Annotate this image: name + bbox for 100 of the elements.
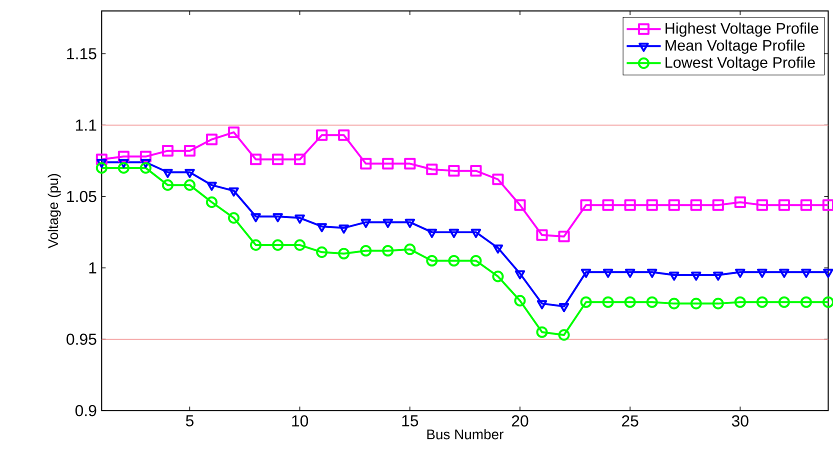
point xyxy=(206,196,218,208)
point xyxy=(470,164,482,176)
y-tick-label: 1 xyxy=(89,262,96,274)
y-tick-label: 1.1 xyxy=(76,119,96,130)
point xyxy=(668,298,680,310)
point xyxy=(734,296,746,308)
point xyxy=(294,214,305,224)
point xyxy=(624,199,636,211)
point xyxy=(118,158,129,168)
x-tick-label: 5 xyxy=(186,415,194,426)
point xyxy=(96,158,107,168)
x-tick-label: 20 xyxy=(512,415,528,426)
point xyxy=(580,296,592,308)
point xyxy=(140,158,151,168)
point xyxy=(404,218,416,228)
point xyxy=(250,212,261,222)
point xyxy=(228,212,240,224)
y-axis-title: Voltage (pu) xyxy=(48,174,61,248)
point xyxy=(646,199,658,211)
point xyxy=(602,296,614,308)
point xyxy=(162,144,174,156)
point xyxy=(360,158,372,170)
point xyxy=(338,129,350,141)
point xyxy=(536,300,548,310)
point xyxy=(426,254,438,266)
point xyxy=(757,268,768,278)
legend-label: Lowest Voltage Profile xyxy=(666,56,815,71)
point xyxy=(823,268,833,278)
point xyxy=(360,218,372,228)
y-tick-label: 1.05 xyxy=(67,190,96,202)
point xyxy=(404,158,416,170)
x-tick-label: 30 xyxy=(732,415,748,426)
point xyxy=(734,196,746,208)
point xyxy=(294,153,306,165)
point xyxy=(822,296,833,308)
point xyxy=(338,224,349,234)
point xyxy=(779,268,790,278)
y-tick-label: 0.95 xyxy=(66,333,96,345)
point xyxy=(778,199,790,211)
point xyxy=(206,181,217,191)
point xyxy=(184,168,195,178)
point xyxy=(426,228,438,238)
point xyxy=(140,162,152,174)
point xyxy=(404,243,416,255)
point xyxy=(580,199,592,211)
point xyxy=(690,298,702,310)
point xyxy=(800,296,812,308)
point xyxy=(492,244,504,254)
point xyxy=(602,199,614,211)
point xyxy=(272,212,283,222)
point xyxy=(272,153,284,165)
point xyxy=(360,244,372,256)
point xyxy=(756,199,768,211)
point xyxy=(184,144,196,156)
y-tick-label: 0.9 xyxy=(75,404,96,416)
point xyxy=(646,296,658,308)
point xyxy=(448,228,460,238)
point xyxy=(426,163,438,175)
y-tick-label: 1.15 xyxy=(67,48,96,60)
point xyxy=(162,179,174,191)
point xyxy=(96,153,108,165)
point xyxy=(448,164,460,176)
point xyxy=(558,328,570,341)
point xyxy=(140,150,152,162)
legend-label: Highest Voltage Profile xyxy=(666,22,818,37)
point xyxy=(668,199,680,211)
point xyxy=(316,246,328,258)
point xyxy=(96,162,108,174)
point xyxy=(492,270,504,282)
point xyxy=(646,268,658,278)
x-tick-label: 25 xyxy=(622,415,638,426)
point xyxy=(470,228,482,238)
point xyxy=(536,229,548,241)
point xyxy=(800,199,812,211)
point xyxy=(382,244,394,256)
point xyxy=(712,271,724,281)
point xyxy=(514,294,526,306)
point xyxy=(602,268,614,278)
point xyxy=(690,199,702,211)
point xyxy=(118,150,130,162)
point xyxy=(448,254,460,266)
point xyxy=(338,248,350,260)
point xyxy=(624,268,636,278)
point xyxy=(756,296,768,308)
legend-label: Mean Voltage Profile xyxy=(666,39,805,54)
point xyxy=(118,162,130,174)
point xyxy=(272,239,284,251)
point xyxy=(250,239,262,251)
point xyxy=(712,298,724,310)
point xyxy=(712,199,724,211)
x-axis-title: Bus Number xyxy=(427,428,504,440)
point xyxy=(580,268,592,278)
point xyxy=(316,129,328,141)
point xyxy=(822,199,833,211)
point xyxy=(206,133,218,145)
point xyxy=(382,158,394,170)
x-tick-label: 15 xyxy=(402,415,418,426)
point xyxy=(735,268,746,278)
point xyxy=(250,153,262,165)
point xyxy=(801,268,812,278)
